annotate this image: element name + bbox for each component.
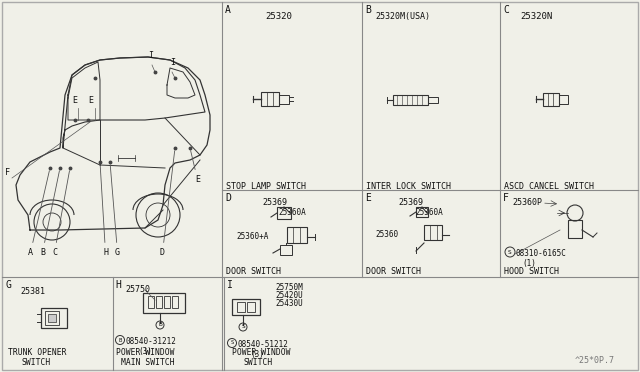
Bar <box>172 296 178 308</box>
Text: D: D <box>225 193 231 203</box>
Text: 25320N: 25320N <box>520 12 552 21</box>
Text: I: I <box>148 51 153 60</box>
Bar <box>48 314 56 322</box>
Text: 25360A: 25360A <box>415 208 443 217</box>
Bar <box>261 92 279 106</box>
Text: SWITCH: SWITCH <box>244 358 273 367</box>
Text: (3): (3) <box>138 347 152 356</box>
Text: MAIN SWITCH: MAIN SWITCH <box>121 358 175 367</box>
Text: 25369: 25369 <box>262 198 287 207</box>
Bar <box>287 227 307 243</box>
Text: D: D <box>160 151 175 257</box>
Text: E: E <box>365 193 371 203</box>
Text: C: C <box>52 171 70 257</box>
Text: ASCD CANCEL SWITCH: ASCD CANCEL SWITCH <box>504 182 594 191</box>
Text: B: B <box>40 171 60 257</box>
Text: POWER WINDOW: POWER WINDOW <box>232 348 291 357</box>
Text: 25360A: 25360A <box>278 208 306 217</box>
Text: TRUNK OPENER: TRUNK OPENER <box>8 348 67 357</box>
Text: 25750M: 25750M <box>275 283 303 292</box>
Text: 08540-31212: 08540-31212 <box>125 337 176 346</box>
Bar <box>543 93 559 106</box>
Bar <box>393 95 428 105</box>
Text: 25360: 25360 <box>375 230 398 239</box>
Text: SWITCH: SWITCH <box>22 358 51 367</box>
Bar <box>280 245 292 255</box>
Text: S: S <box>230 340 234 346</box>
Text: 25420U: 25420U <box>275 291 303 300</box>
Text: 08310-6165C: 08310-6165C <box>516 249 567 258</box>
Text: HOOD SWITCH: HOOD SWITCH <box>504 267 559 276</box>
Text: B: B <box>365 5 371 15</box>
Text: DOOR SWITCH: DOOR SWITCH <box>226 267 281 276</box>
Bar <box>568 220 582 238</box>
Bar <box>143 293 185 313</box>
Text: 25750: 25750 <box>125 285 150 294</box>
Text: (3): (3) <box>250 350 264 359</box>
Bar <box>237 302 245 312</box>
Text: A: A <box>28 171 49 257</box>
Bar <box>416 207 428 217</box>
Text: A: A <box>225 5 231 15</box>
Bar <box>277 207 291 219</box>
Text: DOOR SWITCH: DOOR SWITCH <box>366 267 421 276</box>
Bar <box>41 308 67 328</box>
Text: I: I <box>170 58 175 67</box>
Bar <box>279 95 289 104</box>
Bar <box>156 296 162 308</box>
Text: E: E <box>72 96 77 105</box>
Text: F: F <box>5 168 10 177</box>
Bar <box>45 311 59 325</box>
Text: C: C <box>503 5 509 15</box>
Text: 25320M(USA): 25320M(USA) <box>375 12 430 21</box>
Text: 08540-51212: 08540-51212 <box>237 340 288 349</box>
Text: F: F <box>503 193 509 203</box>
Text: 25381: 25381 <box>20 287 45 296</box>
Text: STOP LAMP SWITCH: STOP LAMP SWITCH <box>226 182 306 191</box>
Bar <box>559 95 568 104</box>
Bar <box>148 296 154 308</box>
Bar <box>424 225 442 240</box>
Text: S: S <box>241 324 245 330</box>
Text: H: H <box>100 165 108 257</box>
Text: ^25*0P.7: ^25*0P.7 <box>575 356 615 365</box>
Text: 25430U: 25430U <box>275 299 303 308</box>
Text: G: G <box>110 165 120 257</box>
Text: 25360+A: 25360+A <box>236 232 268 241</box>
Bar <box>428 97 438 103</box>
Text: B: B <box>158 323 162 327</box>
Text: I: I <box>227 280 233 290</box>
Text: E: E <box>191 151 200 184</box>
Bar <box>232 299 260 315</box>
Bar <box>164 296 170 308</box>
Bar <box>247 302 255 312</box>
Text: 25320: 25320 <box>265 12 292 21</box>
Text: B: B <box>118 337 122 343</box>
Text: INTER LOCK SWITCH: INTER LOCK SWITCH <box>366 182 451 191</box>
Text: G: G <box>5 280 11 290</box>
Text: POWER WINDOW: POWER WINDOW <box>116 348 175 357</box>
Text: (1): (1) <box>522 259 536 268</box>
Text: S: S <box>508 250 512 254</box>
Text: 25360P: 25360P <box>512 198 542 207</box>
Text: H: H <box>115 280 121 290</box>
Text: E: E <box>88 96 93 105</box>
Text: 25369: 25369 <box>398 198 423 207</box>
